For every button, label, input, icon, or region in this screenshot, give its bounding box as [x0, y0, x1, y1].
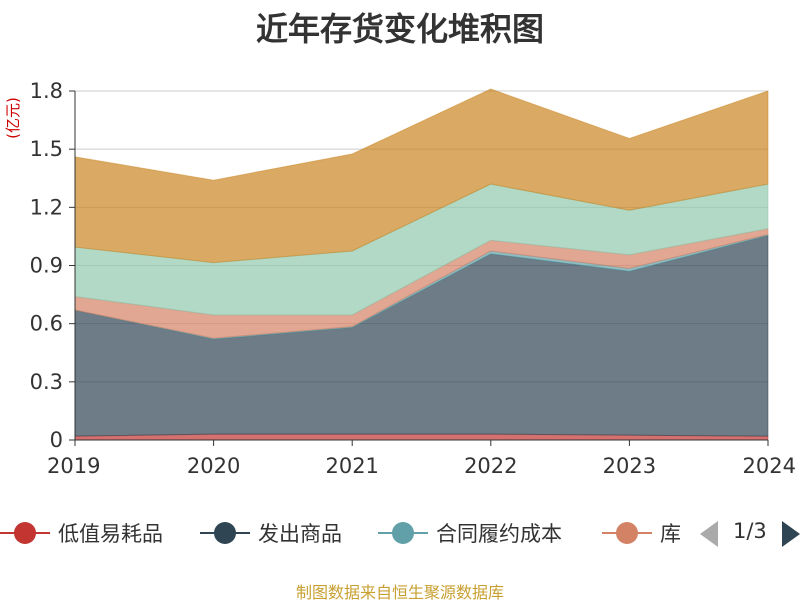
- legend-label: 发出商品: [258, 522, 342, 546]
- x-tick-label: 2024: [743, 454, 796, 478]
- legend-item[interactable]: 库: [602, 515, 681, 551]
- y-tick-label: 0.6: [30, 312, 63, 336]
- legend-marker-icon: [378, 515, 428, 551]
- x-tick-label: 2021: [325, 454, 378, 478]
- y-tick-label: 1.8: [30, 79, 63, 103]
- x-tick-label: 2022: [464, 454, 517, 478]
- legend-items: 低值易耗品 发出商品 合同履约成本 库: [0, 515, 690, 555]
- chart-canvas: 0 0.3 0.6 0.9 1.2 1.5 1.8 2019 2020 2021 2022 2023 2…: [4, 79, 796, 478]
- legend-item[interactable]: 合同履约成本: [378, 515, 562, 551]
- x-tick-label: 2020: [187, 454, 240, 478]
- y-tick-label: 1.2: [30, 195, 63, 219]
- legend-marker-icon: [602, 515, 652, 551]
- data-source-note: 制图数据来自恒生聚源数据库: [295, 583, 504, 602]
- x-tick-label: 2019: [47, 454, 100, 478]
- legend-item[interactable]: 低值易耗品: [0, 515, 163, 551]
- area-series: [74, 88, 769, 441]
- legend-prev-page-button[interactable]: [700, 521, 718, 547]
- legend-item[interactable]: 发出商品: [200, 515, 342, 551]
- chart-title: 近年存货变化堆积图: [255, 10, 544, 48]
- legend: 低值易耗品 发出商品 合同履约成本 库 1/3: [0, 515, 800, 555]
- y-tick-label: 0.9: [30, 254, 63, 278]
- legend-label: 合同履约成本: [436, 522, 562, 546]
- legend-label: 低值易耗品: [58, 522, 163, 546]
- area-series-6: [74, 88, 769, 264]
- legend-marker-icon: [0, 515, 50, 551]
- legend-page-indicator: 1/3: [733, 519, 767, 543]
- y-axis-unit-label: (亿元): [4, 97, 22, 139]
- axes: 0 0.3 0.6 0.9 1.2 1.5 1.8 2019 2020 2021 2022 2023 2…: [30, 79, 796, 478]
- legend-label: 库: [660, 522, 681, 546]
- x-tick-label: 2023: [603, 454, 656, 478]
- y-tick-label: 0.3: [30, 370, 63, 394]
- legend-next-page-button[interactable]: [782, 521, 800, 547]
- y-tick-label: 0: [50, 428, 63, 452]
- y-tick-label: 1.5: [30, 137, 63, 161]
- legend-marker-icon: [200, 515, 250, 551]
